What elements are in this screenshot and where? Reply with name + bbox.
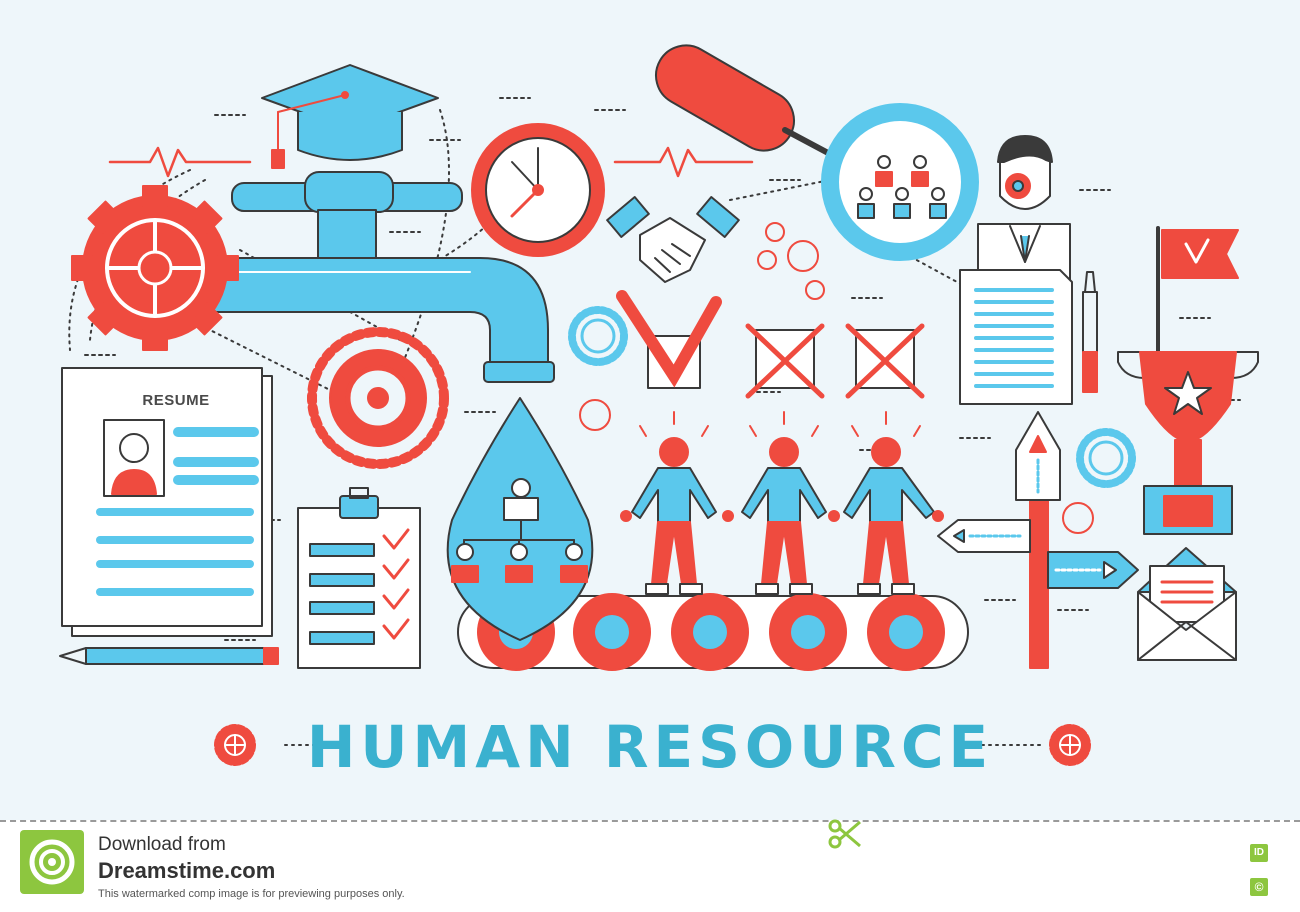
- illustration-canvas: RESUME HUMAN RESOURCE: [0, 0, 1300, 820]
- people-conveyor-icon: [620, 411, 944, 595]
- dreamstime-logo-icon: [20, 830, 84, 894]
- graduation-cap-icon: [261, 64, 439, 169]
- flag-icon: [1156, 226, 1239, 354]
- dollar-coin-icon: [579, 222, 1094, 534]
- cog-sunburst-icon: [307, 327, 449, 469]
- hr-illustration: [59, 44, 1259, 766]
- resume-title: RESUME: [142, 392, 210, 409]
- check-box-icon: [616, 290, 722, 389]
- resume-icon: [61, 367, 273, 637]
- conveyor-belt: [457, 593, 969, 671]
- pen-icon: [1082, 271, 1098, 393]
- cross-box-icon: [745, 323, 925, 399]
- org-chart-drop-icon: [446, 397, 594, 641]
- gear-icon: [1049, 724, 1091, 766]
- trophy-icon: [1117, 351, 1259, 535]
- signpost-icon: [937, 411, 1139, 669]
- heartbeat-lines: [108, 146, 754, 178]
- magnifier-icon: [655, 44, 979, 261]
- document-icon: [959, 269, 1073, 405]
- handshake-icon: [606, 196, 740, 283]
- pencil-icon: [59, 647, 279, 665]
- scissors-icon: [826, 816, 866, 856]
- person-figure: [741, 411, 827, 595]
- page-title: HUMAN RESOURCE: [306, 713, 994, 781]
- id-badge: ID: [1250, 844, 1268, 862]
- water-tap-icon: [204, 171, 555, 383]
- gear-icon: [71, 185, 239, 351]
- download-label: Download from: [98, 834, 226, 855]
- person-figure: [843, 411, 935, 595]
- person-figure: [631, 411, 717, 595]
- copyright-badge: ©: [1250, 878, 1268, 896]
- envelope-icon: [1137, 547, 1237, 661]
- watermark-footer: Download from Dreamstime.com This waterm…: [0, 819, 1300, 912]
- site-name[interactable]: Dreamstime.com: [98, 858, 276, 883]
- clock-icon: [471, 123, 605, 257]
- gear-icon: [214, 724, 256, 766]
- sun-icon: [568, 306, 1136, 488]
- watermark-notice: This watermarked comp image is for previ…: [98, 888, 405, 900]
- clipboard-checklist-icon: [297, 487, 421, 669]
